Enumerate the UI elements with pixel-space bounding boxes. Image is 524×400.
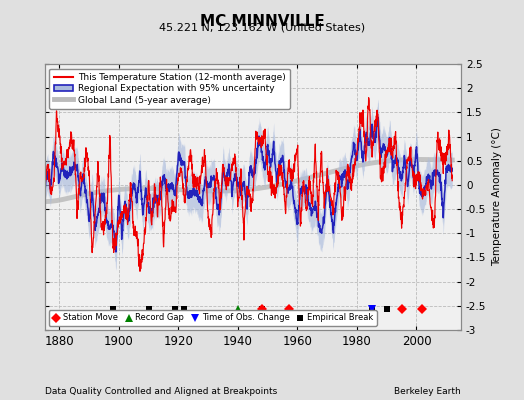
- Text: Data Quality Controlled and Aligned at Breakpoints: Data Quality Controlled and Aligned at B…: [45, 387, 277, 396]
- Text: Berkeley Earth: Berkeley Earth: [395, 387, 461, 396]
- Legend: Station Move, Record Gap, Time of Obs. Change, Empirical Break: Station Move, Record Gap, Time of Obs. C…: [49, 310, 377, 326]
- Text: 45.221 N, 123.162 W (United States): 45.221 N, 123.162 W (United States): [159, 22, 365, 32]
- Y-axis label: Temperature Anomaly (°C): Temperature Anomaly (°C): [492, 128, 502, 266]
- Text: MC MINNVILLE: MC MINNVILLE: [200, 14, 324, 29]
